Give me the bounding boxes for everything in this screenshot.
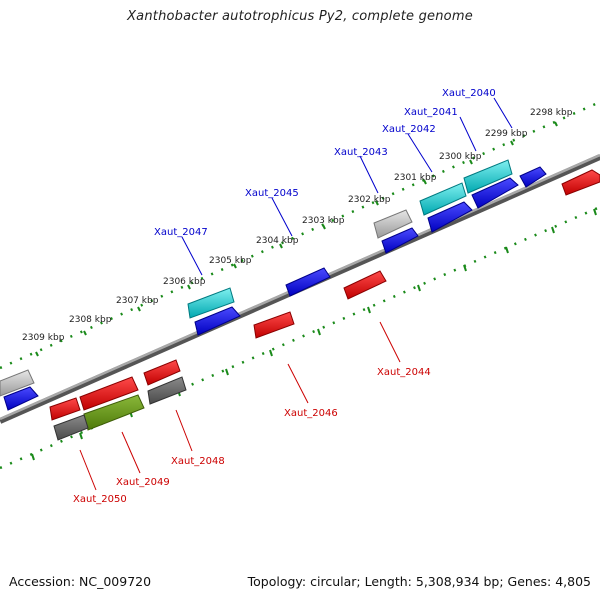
kbp-label-2301: 2301 kbp (394, 173, 437, 183)
gene-arrow (3, 386, 39, 411)
gene-arrow (187, 287, 235, 319)
outer-ruler (0, 100, 600, 370)
gene-arrow (519, 166, 547, 188)
gene-arrow (373, 209, 413, 239)
gene-label-xaut-2045: Xaut_2045 (245, 188, 299, 199)
kbp-label-2303: 2303 kbp (302, 216, 345, 226)
kbp-label-2305: 2305 kbp (209, 256, 252, 266)
gene-arrow (143, 359, 181, 386)
kbp-label-2307: 2307 kbp (116, 296, 159, 306)
gene-label-xaut-2046: Xaut_2046 (284, 408, 338, 419)
gene-arrow (194, 306, 241, 336)
gene-arrow (0, 369, 35, 397)
forward-gene-labels: Xaut_2040 Xaut_2041 Xaut_2042 Xaut_2043 … (154, 88, 496, 238)
kbp-label-2304: 2304 kbp (256, 236, 299, 246)
accession-text: Accession: NC_009720 (9, 574, 152, 589)
kbp-labels: 2298 kbp 2299 kbp 2300 kbp 2301 kbp 2302… (22, 108, 573, 343)
gene-label-xaut-2042: Xaut_2042 (382, 124, 436, 135)
kbp-label-2309: 2309 kbp (22, 333, 65, 343)
kbp-label-2306: 2306 kbp (163, 277, 206, 287)
page-title: Xanthobacter autotrophicus Py2, complete… (127, 9, 473, 24)
kbp-label-2299: 2299 kbp (485, 129, 528, 139)
gene-label-xaut-2050: Xaut_2050 (73, 494, 127, 505)
gene-arrow (561, 169, 600, 196)
inner-ruler (0, 205, 600, 470)
kbp-label-2300: 2300 kbp (439, 152, 482, 162)
reverse-gene-labels: Xaut_2044 Xaut_2046 Xaut_2048 Xaut_2049 … (73, 367, 431, 505)
kbp-label-2308: 2308 kbp (69, 315, 112, 325)
gene-arrow (53, 414, 89, 441)
reverse-leaders (79, 321, 401, 491)
gene-arrow (49, 397, 81, 421)
gene-label-xaut-2041: Xaut_2041 (404, 107, 458, 118)
gene-label-xaut-2049: Xaut_2049 (116, 477, 170, 488)
gene-label-xaut-2047: Xaut_2047 (154, 227, 208, 238)
kbp-label-2302: 2302 kbp (348, 195, 391, 205)
gene-arrow (253, 311, 295, 339)
gene-arrow (427, 201, 473, 233)
gene-arrow (463, 159, 513, 194)
gene-arrow (147, 376, 187, 405)
gene-features (0, 159, 600, 441)
genome-summary-text: Topology: circular; Length: 5,308,934 bp… (247, 574, 591, 589)
gene-arrow (471, 177, 519, 209)
gene-arrow (381, 227, 419, 254)
gene-arrow (285, 267, 331, 297)
gene-arrow (343, 270, 387, 300)
gene-arrow (79, 376, 139, 411)
gene-label-xaut-2048: Xaut_2048 (171, 456, 225, 467)
kbp-label-2298: 2298 kbp (530, 108, 573, 118)
gene-label-xaut-2040: Xaut_2040 (442, 88, 496, 99)
gene-arrow (419, 182, 467, 216)
gene-label-xaut-2043: Xaut_2043 (334, 147, 388, 158)
forward-leaders (181, 97, 513, 276)
gene-label-xaut-2044: Xaut_2044 (377, 367, 431, 378)
